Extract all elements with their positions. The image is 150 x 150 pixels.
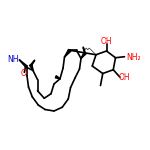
Polygon shape [81, 52, 86, 58]
Text: NH₂: NH₂ [126, 52, 141, 62]
Polygon shape [55, 76, 60, 79]
Polygon shape [64, 49, 71, 57]
Text: OH: OH [118, 74, 130, 82]
Text: OH: OH [101, 37, 112, 46]
Text: NH: NH [7, 55, 18, 64]
Text: O: O [20, 69, 26, 78]
Polygon shape [30, 64, 33, 70]
